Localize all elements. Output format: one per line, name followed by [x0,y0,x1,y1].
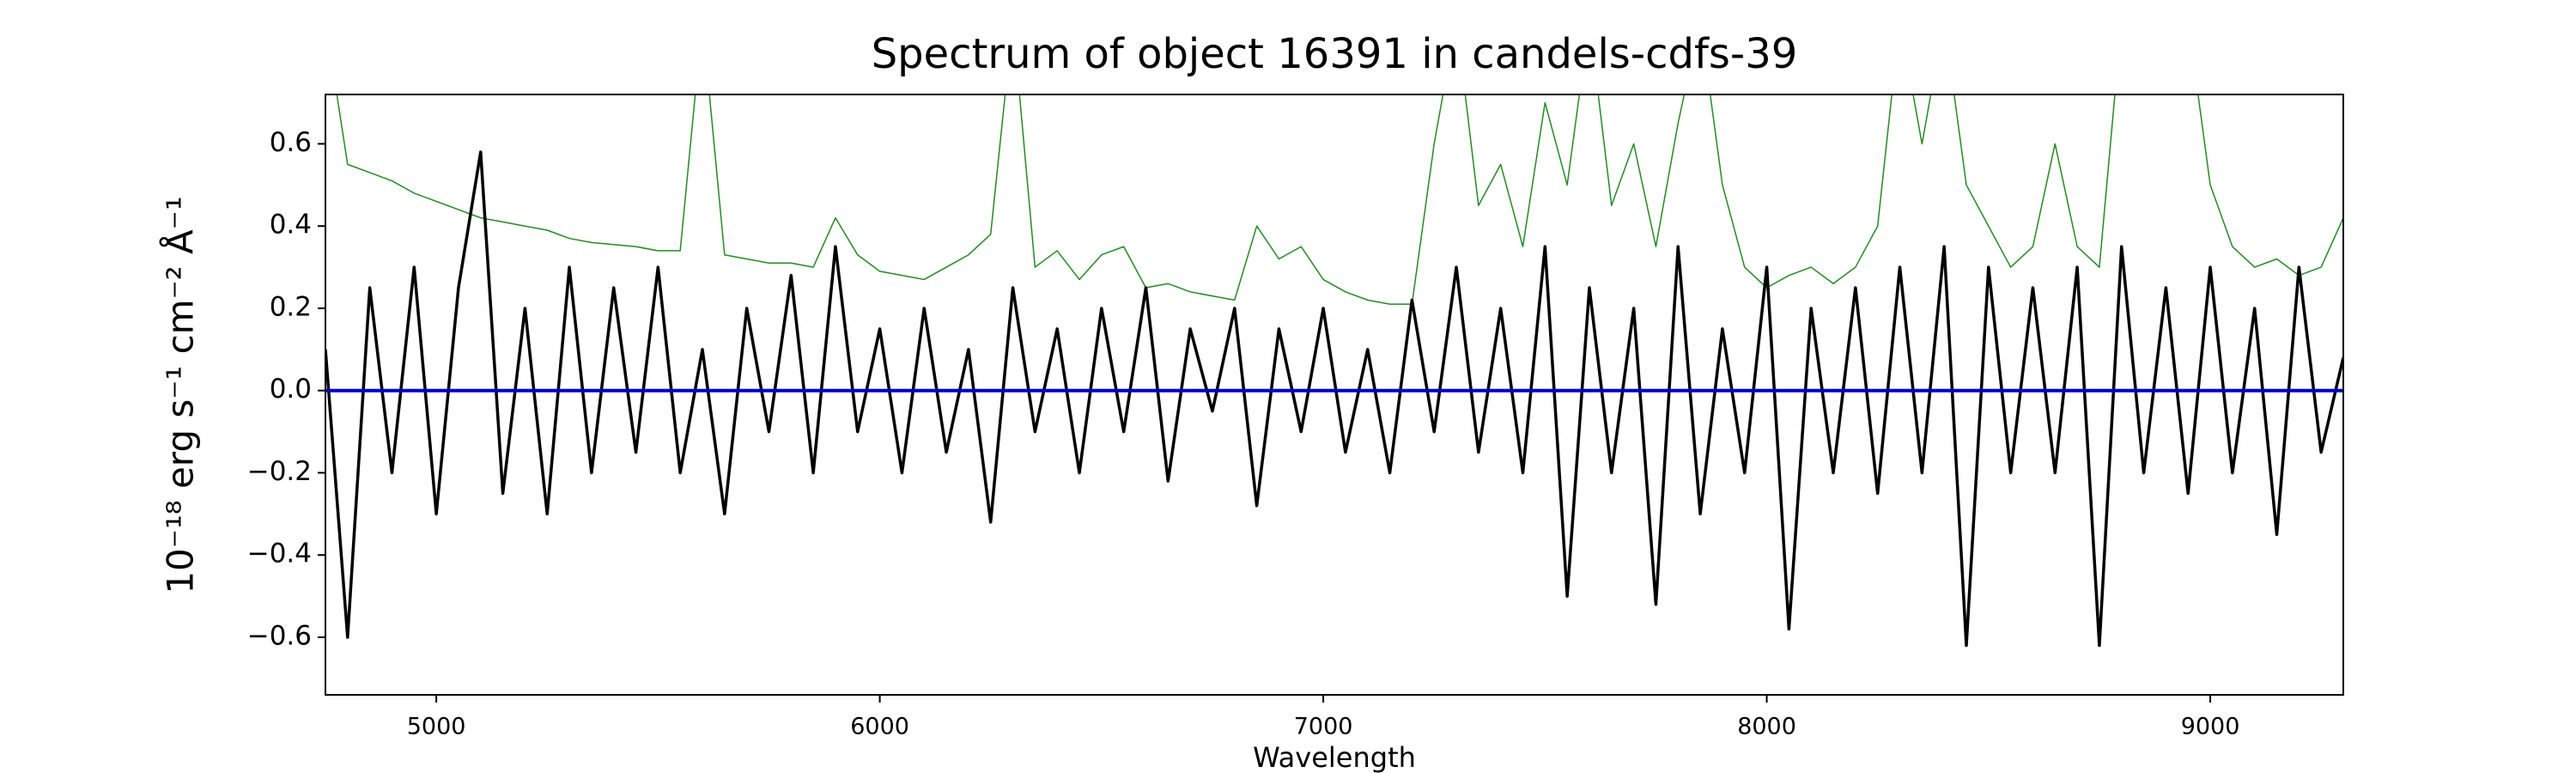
y-axis-label: 10⁻¹⁸ erg s⁻¹ cm⁻² Å⁻¹ [159,196,202,593]
y-tick-label: 0.0 [270,374,312,405]
plot-area [325,94,2343,648]
x-tick-label: 9000 [2181,714,2240,740]
spectrum-line [325,150,2343,648]
x-axis-label: Wavelength [1253,741,1416,773]
y-tick-label: 0.6 [270,127,312,158]
y-tick-label: −0.4 [247,539,312,569]
axes-frame [325,94,2344,696]
spectrum-line [336,94,2343,305]
y-tick-label: −0.2 [247,456,312,487]
y-tick-label: −0.6 [247,620,312,651]
x-tick-label: 7000 [1294,714,1353,740]
x-tick-label: 5000 [407,714,466,740]
x-tick-label: 8000 [1737,714,1796,740]
chart-title: Spectrum of object 16391 in candels-cdfs… [872,30,1798,78]
x-tick-label: 6000 [850,714,909,740]
y-tick-label: 0.4 [270,210,312,240]
y-tick-label: 0.2 [270,291,312,322]
